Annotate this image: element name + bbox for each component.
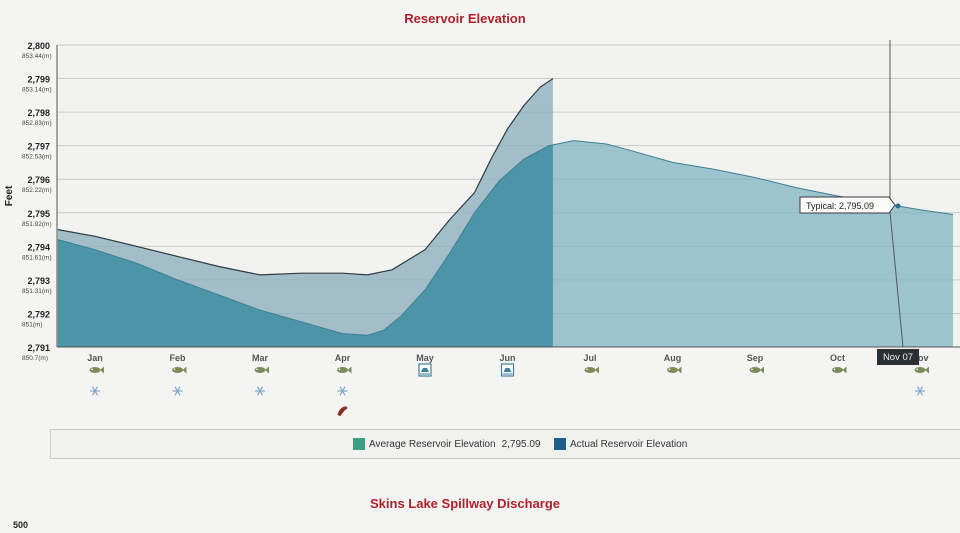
x-tick-label-oct: Oct <box>830 353 845 363</box>
legend-label-actual: Actual Reservoir Elevation <box>570 438 688 450</box>
series-average-line <box>57 140 954 336</box>
x-tick-label-nov: Nov <box>911 353 928 363</box>
fish-icon <box>914 366 929 374</box>
fish-icon <box>172 366 187 374</box>
snowflake-icon <box>172 386 183 396</box>
tooltip-text: Typical: 2,795.09 <box>806 201 874 211</box>
y-tick-meter-2795: 851.92(m) <box>22 221 52 228</box>
crosshair-date-box <box>877 349 919 365</box>
fish-icon <box>584 366 599 374</box>
legend-item-average[interactable]: Average Reservoir Elevation 2,795.09 <box>353 438 541 450</box>
y-tick-label-2797: 2,797 <box>27 142 50 152</box>
fish-icon <box>337 366 352 374</box>
y-tick-meter-2796: 852.22(m) <box>22 187 52 194</box>
boat-ramp-icon <box>418 363 432 377</box>
snowflake-icon <box>915 386 925 396</box>
y-tick-meter-2800: 853.44(m) <box>22 53 52 60</box>
second-chart-y-tick: 500 <box>13 520 29 530</box>
crosshair-date-label: Nov 07 <box>883 352 913 363</box>
y-tick-meter-2797: 852.53(m) <box>22 154 52 161</box>
y-tick-meter-2792: 851(m) <box>22 321 43 328</box>
y-tick-label-2794: 2,794 <box>27 242 50 252</box>
legend-label-average: Average Reservoir Elevation <box>369 438 496 450</box>
tooltip-marker <box>895 203 901 209</box>
x-tick-label-jun: Jun <box>499 353 515 363</box>
fish-icon <box>832 366 847 374</box>
snowflake-icon <box>90 386 100 396</box>
y-tick-label-2800: 2,800 <box>27 41 50 51</box>
y-tick-meter-2791: 850.7(m) <box>22 355 48 362</box>
fish-icon <box>749 366 764 374</box>
y-tick-label-2793: 2,793 <box>27 276 50 286</box>
y-axis-label: Feet <box>4 185 15 206</box>
series-actual-line <box>57 78 554 276</box>
x-tick-label-mar: Mar <box>252 353 269 363</box>
fish-icon <box>667 366 682 374</box>
snowflake-icon <box>337 386 348 396</box>
y-tick-label-2795: 2,795 <box>27 209 50 219</box>
x-tick-label-may: May <box>416 353 434 363</box>
crosshair-line-lower <box>889 211 904 348</box>
series-actual-area <box>57 78 553 347</box>
legend-value-average: 2,795.09 <box>501 438 541 450</box>
boat-ramp-icon <box>500 363 515 377</box>
y-tick-meter-2794: 851.61(m) <box>22 254 52 261</box>
fish-icon <box>254 366 269 374</box>
y-tick-label-2791: 2,791 <box>27 343 50 353</box>
legend-item-actual[interactable]: Actual Reservoir Elevation <box>554 438 687 450</box>
y-tick-meter-2793: 851.31(m) <box>22 288 52 295</box>
legend-swatch-actual <box>554 438 566 450</box>
y-tick-meter-2799: 853.14(m) <box>22 87 52 94</box>
x-tick-label-sep: Sep <box>747 353 764 363</box>
x-tick-label-aug: Aug <box>664 353 682 363</box>
x-tick-label-jan: Jan <box>87 353 103 363</box>
y-tick-label-2799: 2,799 <box>27 75 50 85</box>
y-tick-label-2796: 2,796 <box>27 175 50 185</box>
fish-icon <box>89 366 104 374</box>
chart-legend: Average Reservoir Elevation 2,795.09 Act… <box>50 429 960 459</box>
y-tick-meter-2798: 852.83(m) <box>22 120 52 127</box>
spawning-icon <box>337 406 348 416</box>
x-tick-label-jul: Jul <box>583 353 596 363</box>
y-tick-label-2798: 2,798 <box>27 108 50 118</box>
chart-title: Reservoir Elevation <box>404 11 526 26</box>
series-overlap-area <box>57 144 553 347</box>
tooltip <box>799 196 896 214</box>
x-tick-label-feb: Feb <box>169 353 186 363</box>
second-chart-title: Skins Lake Spillway Discharge <box>369 496 561 511</box>
snowflake-icon <box>255 386 265 396</box>
x-tick-label-apr: Apr <box>335 353 351 363</box>
y-tick-label-2792: 2,792 <box>27 309 50 319</box>
legend-swatch-average <box>353 438 365 450</box>
